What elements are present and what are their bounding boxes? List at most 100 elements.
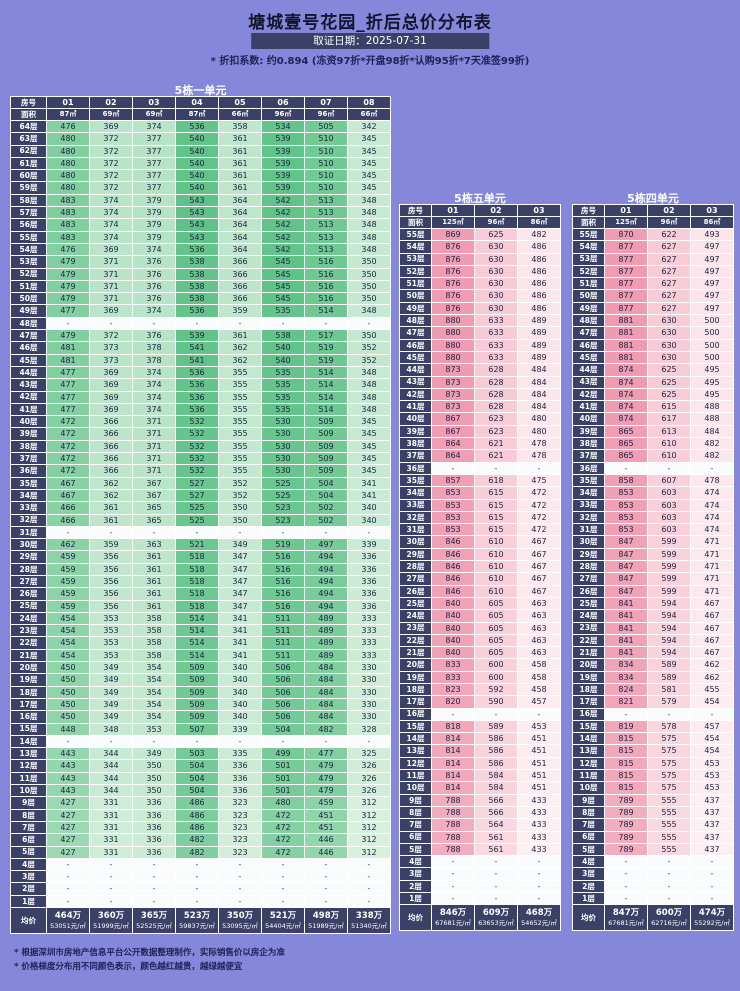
table-row: 12层 815 575 453 xyxy=(572,756,734,771)
floor-label: 27层 xyxy=(572,572,605,586)
price-cell: 472 xyxy=(261,833,305,847)
date-bar: 取证日期：2025-07-31 xyxy=(251,33,489,49)
table-row: 32层 466 361 365 525 350 523 502 340 xyxy=(10,513,391,527)
table-row: 55层 483 374 379 543 364 542 513 348 xyxy=(10,230,391,244)
table-title-building5-unit4: 5栋四单元 xyxy=(627,192,679,205)
price-cell: 819 xyxy=(604,719,648,734)
empty-cell: - xyxy=(175,525,219,540)
price-cell: 630 xyxy=(474,240,518,254)
price-cell: 462 xyxy=(690,670,734,684)
price-cell: 841 xyxy=(604,633,648,648)
price-cell: 358 xyxy=(218,119,262,134)
price-cell: 336 xyxy=(218,784,262,798)
floor-label: 25层 xyxy=(572,596,605,611)
price-cell: 336 xyxy=(347,587,391,601)
empty-cell: - xyxy=(304,316,348,331)
price-cell: 504 xyxy=(175,759,219,773)
floor-label: 51层 xyxy=(399,277,432,291)
price-cell: 497 xyxy=(690,264,734,279)
column-header-row: 房号 01 02 03 xyxy=(572,204,734,217)
price-cell: 853 xyxy=(431,523,475,537)
floor-label: 49层 xyxy=(399,301,432,316)
price-cell: 484 xyxy=(304,685,348,699)
price-cell: 623 xyxy=(474,424,518,439)
price-cell: 594 xyxy=(647,609,691,623)
empty-cell: - xyxy=(647,461,691,475)
average-cell: 600万 62716元/㎡ xyxy=(647,904,691,932)
area-row: 面积 125㎡ 96㎡ 86㎡ xyxy=(572,216,734,229)
area-label: 面积 xyxy=(10,108,47,121)
floor-label: 46层 xyxy=(10,341,47,355)
table-row: 21层 840 605 463 xyxy=(399,646,561,660)
table-row: 62层 480 372 377 540 361 539 510 345 xyxy=(10,144,391,158)
empty-cell: - xyxy=(89,870,133,884)
price-cell: 869 xyxy=(431,227,475,242)
table-row: 35层 858 607 478 xyxy=(572,473,734,488)
price-cell: 514 xyxy=(304,402,348,417)
table-row: 45层 881 630 500 xyxy=(572,350,734,365)
price-cell: 362 xyxy=(218,341,262,355)
price-cell: 352 xyxy=(347,341,391,355)
table-row: 39层 867 623 480 xyxy=(399,424,561,439)
floor-label: 36层 xyxy=(572,461,605,475)
price-cell: 486 xyxy=(517,289,561,303)
price-cell: 372 xyxy=(89,169,133,183)
price-cell: 342 xyxy=(347,119,391,134)
floor-label: 55层 xyxy=(572,227,605,242)
floor-label: 21层 xyxy=(399,646,432,660)
table-row: 53层 876 630 486 xyxy=(399,252,561,266)
empty-cell: - xyxy=(517,461,561,475)
price-cell: 363 xyxy=(132,538,176,552)
price-table-building5-unit5: 房号 01 02 03 面积 125㎡ 96㎡ 86㎡ 55层 869 625 482 54层 876 63… xyxy=(399,204,561,932)
price-cell: 540 xyxy=(261,341,305,355)
price-cell: 482 xyxy=(304,722,348,736)
floor-label: 42层 xyxy=(10,390,47,404)
average-row: 均价 847万 67681元/㎡ 600万 62716元/㎡ 474万 55292元/㎡ xyxy=(572,904,734,932)
table-row: 26层 847 599 471 xyxy=(572,584,734,598)
column-header-row: 房号 01 02 03 xyxy=(399,204,561,217)
price-cell: 846 xyxy=(431,547,475,562)
floor-label: 38层 xyxy=(10,439,47,454)
price-cell: 495 xyxy=(690,363,734,377)
price-cell: 590 xyxy=(474,695,518,709)
price-cell: 358 xyxy=(132,636,176,650)
price-cell: 336 xyxy=(132,845,176,859)
price-cell: 474 xyxy=(690,486,734,500)
price-cell: 603 xyxy=(647,523,691,537)
price-cell: 511 xyxy=(261,611,305,626)
price-cell: 358 xyxy=(132,611,176,626)
table-row: 11层 443 344 350 504 336 501 479 326 xyxy=(10,771,391,786)
price-cell: 479 xyxy=(46,267,90,281)
floor-label: 39层 xyxy=(399,424,432,439)
discount-note: * 折扣系数: 约0.894 (冻资97折*开盘98折*认购95折*7天准签99… xyxy=(210,56,530,67)
floor-label: 8层 xyxy=(399,805,432,820)
price-cell: 312 xyxy=(347,796,391,810)
table-row: 46层 881 630 500 xyxy=(572,338,734,352)
area-label: 面积 xyxy=(572,216,605,229)
table-row: 13层 815 575 454 xyxy=(572,744,734,758)
price-cell: 433 xyxy=(517,805,561,820)
floor-label: 51层 xyxy=(10,279,47,294)
price-cell: 374 xyxy=(132,242,176,257)
empty-cell: - xyxy=(304,525,348,540)
price-cell: 858 xyxy=(604,473,648,488)
price-cell: 312 xyxy=(347,845,391,859)
price-cell: 362 xyxy=(89,488,133,503)
empty-cell: - xyxy=(517,892,561,906)
floor-label: 8层 xyxy=(572,805,605,820)
price-cell: 481 xyxy=(46,341,90,355)
price-cell: 446 xyxy=(304,833,348,847)
average-cell: 365万 52525元/㎡ xyxy=(132,907,176,934)
price-cell: 350 xyxy=(132,771,176,786)
floor-label: 34层 xyxy=(572,486,605,500)
empty-cell: - xyxy=(261,316,305,331)
average-cell: 498万 51989元/㎡ xyxy=(304,907,348,934)
empty-cell: - xyxy=(304,882,348,896)
price-cell: 486 xyxy=(175,796,219,810)
price-cell: 340 xyxy=(347,513,391,527)
table-row: 48层 - - - - - - - - xyxy=(10,316,391,331)
price-cell: 840 xyxy=(431,633,475,648)
price-cell: 846 xyxy=(431,560,475,574)
table-row: 12层 443 344 350 504 336 501 479 326 xyxy=(10,759,391,773)
price-cell: 877 xyxy=(604,240,648,254)
